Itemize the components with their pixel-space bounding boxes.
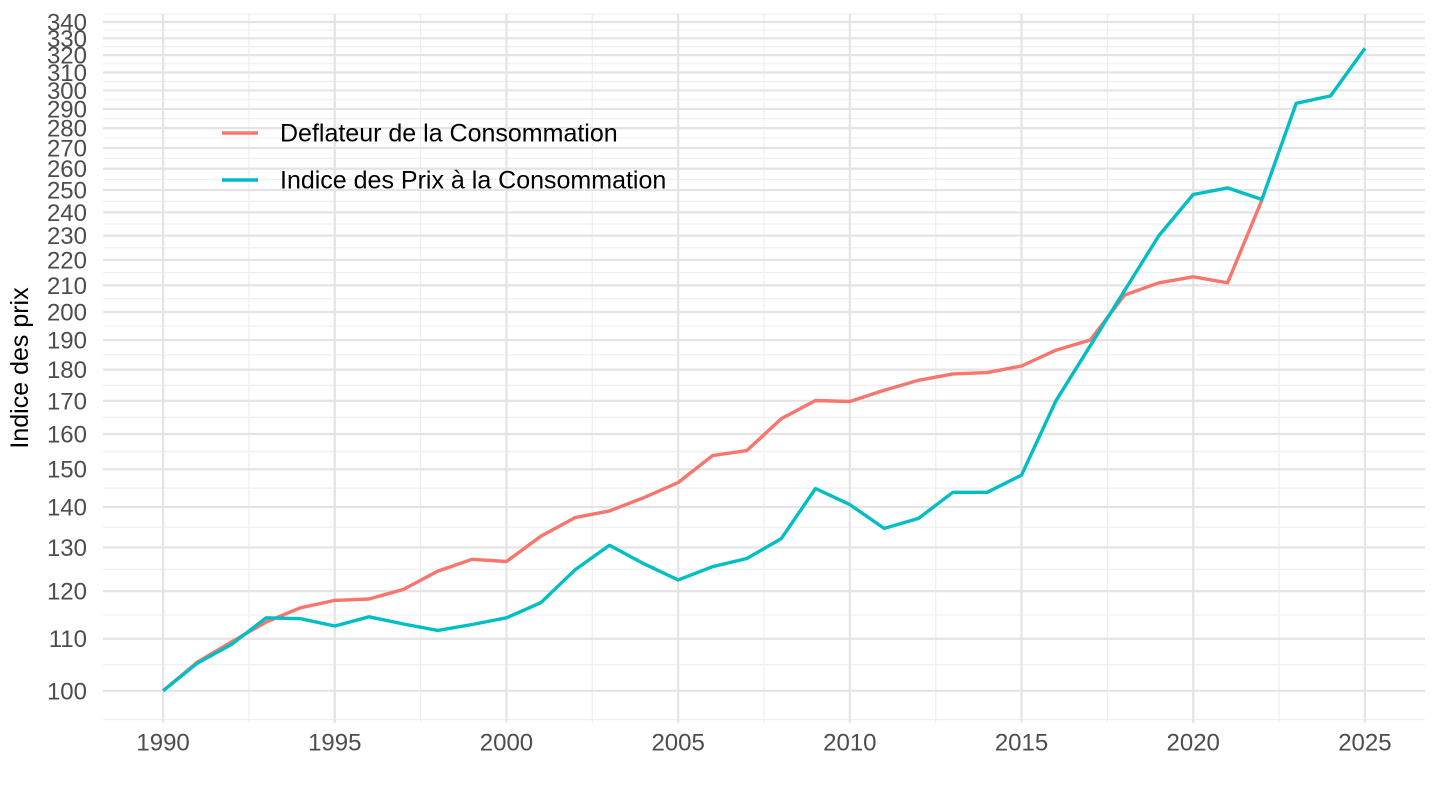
y-tick-label: 160: [47, 421, 87, 448]
y-tick-label: 210: [47, 273, 87, 300]
y-tick-label: 230: [47, 223, 87, 250]
x-tick-label: 2025: [1338, 730, 1391, 757]
x-tick-label: 2005: [651, 730, 704, 757]
series-line-indice-des-prix-la-consommation: [162, 47, 1367, 693]
y-tick-label: 340: [47, 10, 87, 37]
y-tick-label: 330: [47, 26, 87, 53]
y-tick-label: 250: [47, 178, 87, 205]
y-tick-label: 320: [47, 43, 87, 70]
y-axis-title: Indice des prix: [6, 287, 34, 449]
y-tick-label: 150: [47, 457, 87, 484]
legend: Deflateur de la Consommation Indice des …: [222, 120, 666, 195]
y-tick-label: 200: [47, 300, 87, 327]
y-tick-label: 130: [47, 535, 87, 562]
y-tick-label: 110: [49, 626, 87, 653]
x-tick-label: 2015: [995, 730, 1048, 757]
legend-label-ipc: Indice des Prix à la Consommation: [280, 167, 666, 195]
x-tick-label: 2020: [1167, 730, 1220, 757]
y-tick-label: 290: [47, 96, 87, 123]
y-tick-label: 100: [47, 678, 87, 705]
y-tick-label: 120: [47, 579, 87, 606]
x-tick-label: 2010: [823, 730, 876, 757]
y-tick-label: 300: [47, 78, 87, 105]
y-tick-label: 220: [47, 247, 87, 274]
y-tick-label: 240: [47, 200, 87, 227]
x-tick-label: 1990: [136, 730, 189, 757]
y-tick-label: 260: [47, 156, 87, 183]
legend-label-deflateur: Deflateur de la Consommation: [280, 120, 618, 148]
y-tick-label: 140: [47, 494, 87, 521]
y-tick-label: 270: [47, 136, 87, 163]
y-tick-label: 180: [47, 357, 87, 384]
y-tick-label: 280: [47, 116, 87, 143]
x-tick-label: 2000: [480, 730, 533, 757]
y-tick-label: 190: [47, 328, 87, 355]
series-line-deflateur-de-la-consommation: [162, 199, 1264, 693]
plot-panel: 1990 1995 2000 2005 2010 2015 2020 2025 100 110 12…: [47, 10, 1425, 757]
y-tick-label: 170: [47, 388, 87, 415]
x-tick-label: 1995: [308, 730, 361, 757]
y-tick-label: 310: [47, 60, 87, 87]
